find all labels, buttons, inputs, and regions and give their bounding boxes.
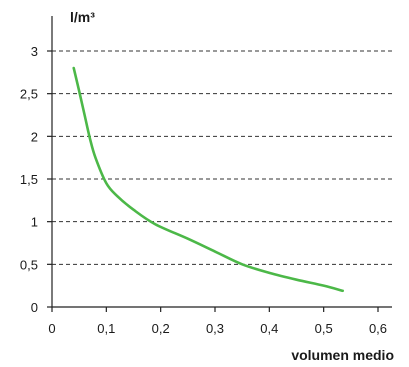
x-tick-label: 0,5 [315, 321, 333, 336]
x-tick-label: 0 [48, 321, 55, 336]
y-tick-label: 2 [31, 129, 38, 144]
x-axis-label: volumen medio [291, 347, 394, 363]
series-line [72, 66, 344, 293]
x-tick-label: 0,2 [152, 321, 170, 336]
series-group [72, 66, 344, 293]
y-tick-label: 0,5 [20, 257, 38, 272]
y-tick-label: 2,5 [20, 87, 38, 102]
y-tick-label: 1,5 [20, 172, 38, 187]
grid-lines [52, 50, 392, 265]
axes [51, 16, 392, 308]
y-tick-label: 3 [31, 44, 38, 59]
x-tick-label: 0,3 [206, 321, 224, 336]
x-axis-ticks: 0 0,1 0,2 0,3 0,4 0,5 0,6 [48, 307, 387, 336]
y-tick-label: 1 [31, 215, 38, 230]
y-tick-label: 0 [31, 300, 38, 315]
x-tick-label: 0,4 [260, 321, 278, 336]
x-tick-label: 0,1 [97, 321, 115, 336]
y-axis-ticks: 0 0,5 1 1,5 2 2,5 3 [20, 44, 52, 315]
x-tick-label: 0,6 [369, 321, 387, 336]
y-axis-label: l/m³ [70, 9, 95, 25]
